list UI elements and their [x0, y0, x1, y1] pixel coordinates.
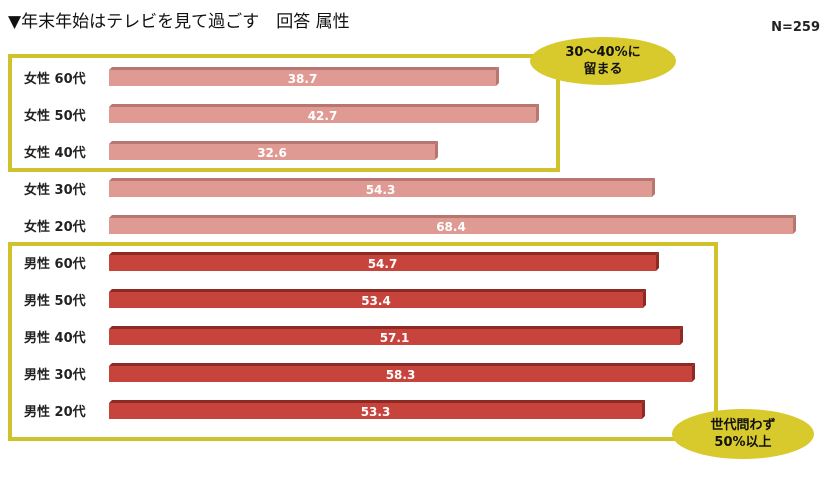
- bar-side-face: [435, 141, 438, 160]
- highlight-box-men: [8, 242, 718, 441]
- bar-top-face: [109, 215, 796, 218]
- bar: [109, 292, 643, 308]
- bar-value-label: 54.3: [366, 183, 396, 197]
- category-label: 女性 30代: [24, 182, 86, 198]
- bar: [109, 144, 435, 160]
- category-label: 男性 30代: [24, 367, 86, 383]
- chart-title: ▼年末年始はテレビを見て過ごす 回答 属性: [8, 12, 350, 32]
- bar-top-face: [109, 252, 659, 255]
- bar-group-1: 女性 60代 38.7: [24, 67, 499, 87]
- category-label: 女性 20代: [24, 219, 86, 235]
- bar-side-face: [496, 67, 499, 86]
- bar-group-9: 男性 30代 58.3: [24, 363, 695, 383]
- callout-women: 30～40%に 留まる: [528, 36, 678, 86]
- callout-men: 世代問わず 50%以上: [670, 408, 816, 460]
- highlight-box-women: [8, 54, 560, 172]
- bar-value-label: 38.7: [288, 72, 318, 86]
- bar: [109, 181, 652, 197]
- bar-value-label: 42.7: [308, 109, 338, 123]
- bar-group-5: 女性 20代 68.4: [24, 215, 796, 235]
- bar-top-face: [109, 104, 539, 107]
- bar-group-10: 男性 20代 53.3: [24, 400, 645, 420]
- callout-men-text: 世代問わず 50%以上: [710, 418, 776, 450]
- bar-side-face: [643, 289, 646, 308]
- bar-side-face: [656, 252, 659, 271]
- bar-value-label: 54.7: [368, 257, 398, 271]
- bar-side-face: [536, 104, 539, 123]
- bar-top-face: [109, 400, 645, 403]
- bar-side-face: [680, 326, 683, 345]
- bar-side-face: [652, 178, 655, 197]
- bar: [109, 218, 793, 234]
- bar-group-7: 男性 50代 53.4: [24, 289, 646, 309]
- bar-value-label: 57.1: [380, 331, 410, 345]
- category-label: 女性 60代: [24, 71, 86, 87]
- bar: [109, 403, 642, 419]
- bar-value-label: 58.3: [386, 368, 416, 382]
- category-label: 男性 40代: [24, 330, 86, 346]
- bar-top-face: [109, 141, 438, 144]
- bar: [109, 366, 692, 382]
- bar-top-face: [109, 363, 695, 366]
- category-label: 男性 60代: [24, 256, 86, 272]
- bar-side-face: [642, 400, 645, 419]
- category-label: 男性 50代: [24, 293, 86, 309]
- category-label: 女性 40代: [24, 145, 86, 161]
- category-label: 女性 50代: [24, 108, 86, 124]
- sample-size-label: N=259: [771, 20, 820, 35]
- bar: [109, 70, 496, 86]
- bar: [109, 255, 656, 271]
- bar-top-face: [109, 178, 655, 181]
- bar-value-label: 32.6: [257, 146, 287, 160]
- bar-group-8: 男性 40代 57.1: [24, 326, 683, 346]
- bar-value-label: 68.4: [436, 220, 466, 234]
- bar: [109, 107, 536, 123]
- bar-side-face: [692, 363, 695, 382]
- bar-group-4: 女性 30代 54.3: [24, 178, 655, 198]
- bar-top-face: [109, 67, 499, 70]
- bar-group-6: 男性 60代 54.7: [24, 252, 659, 272]
- bar-top-face: [109, 326, 683, 329]
- bar: [109, 329, 680, 345]
- category-label: 男性 20代: [24, 404, 86, 420]
- bar-top-face: [109, 289, 646, 292]
- bar-group-2: 女性 50代 42.7: [24, 104, 539, 124]
- bar-side-face: [793, 215, 796, 234]
- bar-value-label: 53.4: [361, 294, 391, 308]
- callout-women-text: 30～40%に 留まる: [565, 45, 641, 77]
- bar-group-3: 女性 40代 32.6: [24, 141, 438, 161]
- bar-value-label: 53.3: [361, 405, 391, 419]
